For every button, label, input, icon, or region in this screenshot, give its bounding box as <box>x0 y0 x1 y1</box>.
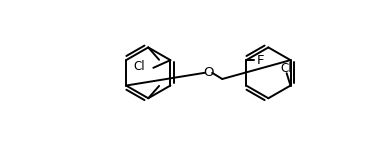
Text: O: O <box>203 66 214 79</box>
Text: Cl: Cl <box>281 62 293 75</box>
Text: F: F <box>256 54 264 67</box>
Text: Cl: Cl <box>134 60 145 73</box>
